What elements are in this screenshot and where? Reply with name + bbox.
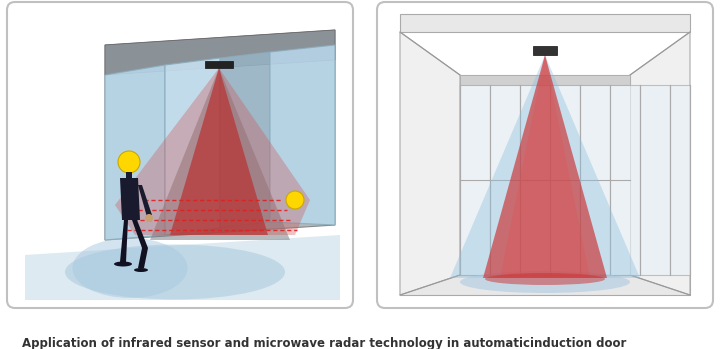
Polygon shape xyxy=(400,32,460,295)
Polygon shape xyxy=(483,55,607,278)
Bar xyxy=(400,275,690,295)
Ellipse shape xyxy=(65,245,285,299)
Polygon shape xyxy=(450,55,640,278)
Ellipse shape xyxy=(460,271,630,293)
Polygon shape xyxy=(105,65,165,240)
Bar xyxy=(460,85,490,275)
Bar xyxy=(490,85,520,275)
Polygon shape xyxy=(270,45,335,225)
Ellipse shape xyxy=(114,261,132,267)
Polygon shape xyxy=(120,220,128,262)
Polygon shape xyxy=(220,52,270,228)
Bar xyxy=(205,61,233,68)
Bar xyxy=(400,17,690,295)
Polygon shape xyxy=(126,172,132,178)
Bar xyxy=(640,85,670,275)
Polygon shape xyxy=(115,68,310,235)
Polygon shape xyxy=(105,30,335,75)
Bar xyxy=(460,75,630,85)
Polygon shape xyxy=(170,68,268,235)
Bar xyxy=(670,85,690,275)
Circle shape xyxy=(286,191,304,209)
Circle shape xyxy=(118,151,140,173)
FancyBboxPatch shape xyxy=(7,2,353,308)
Bar xyxy=(550,85,580,275)
Polygon shape xyxy=(132,220,148,248)
Polygon shape xyxy=(138,185,152,217)
Bar xyxy=(610,85,640,275)
Text: Application of infrared sensor and microwave radar technology in automaticinduct: Application of infrared sensor and micro… xyxy=(22,337,627,349)
Circle shape xyxy=(145,214,153,222)
Ellipse shape xyxy=(134,268,148,272)
Ellipse shape xyxy=(485,273,605,285)
Polygon shape xyxy=(165,58,220,235)
Polygon shape xyxy=(500,55,590,278)
Bar xyxy=(533,46,557,55)
Bar xyxy=(580,85,610,275)
Polygon shape xyxy=(138,248,148,268)
Polygon shape xyxy=(150,68,290,240)
Polygon shape xyxy=(105,30,335,240)
Bar xyxy=(520,85,550,275)
Ellipse shape xyxy=(73,238,187,298)
Polygon shape xyxy=(630,32,690,295)
Bar xyxy=(400,14,690,32)
Polygon shape xyxy=(25,235,340,300)
Polygon shape xyxy=(120,178,140,220)
FancyBboxPatch shape xyxy=(377,2,713,308)
Bar xyxy=(460,75,630,275)
